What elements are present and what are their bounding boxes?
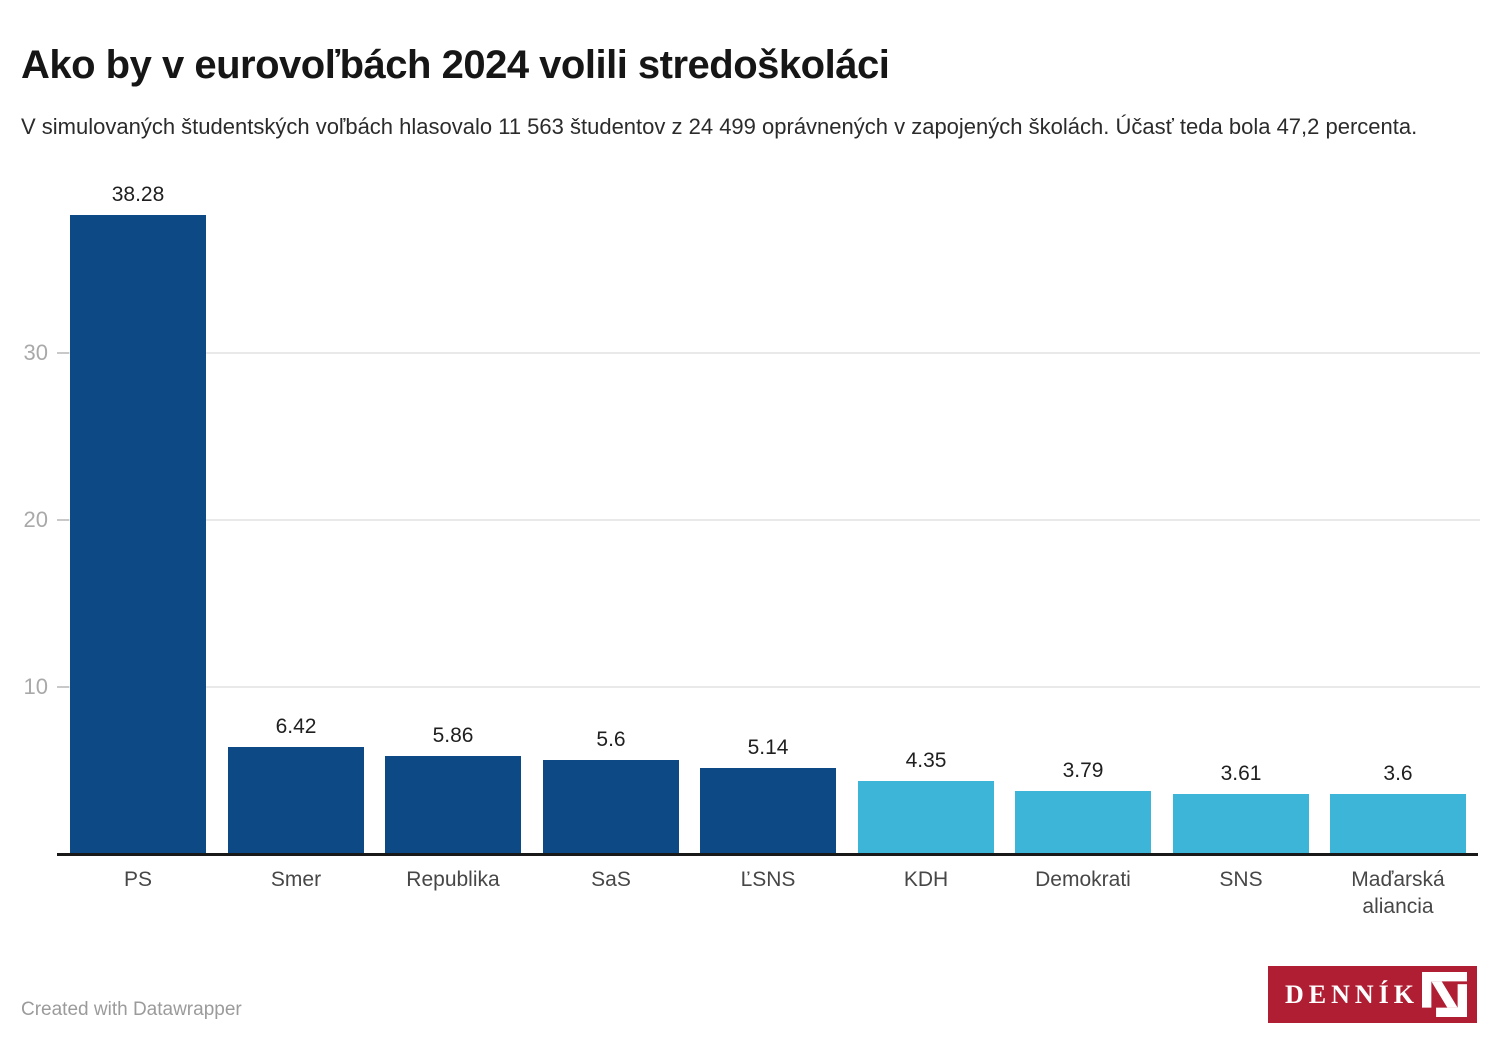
y-axis-tick-label: 10	[23, 674, 48, 699]
chart-subtitle: V simulovaných študentských voľbách hlas…	[21, 114, 1418, 139]
bar-demokrati	[1015, 791, 1151, 854]
bar-sas	[543, 760, 679, 854]
bar-republika	[385, 756, 521, 854]
y-axis-tick	[57, 686, 69, 688]
dennik-n-logo-icon	[1422, 972, 1467, 1017]
x-axis-category-label: SaS	[591, 868, 631, 891]
bar-ps	[70, 215, 206, 854]
datawrapper-credit: Created with Datawrapper	[21, 999, 242, 1020]
bar-value-label: 5.14	[747, 736, 789, 759]
x-axis-category-label: Demokrati	[1035, 868, 1131, 891]
x-axis-baseline	[57, 853, 1478, 856]
bar-sns	[1173, 794, 1309, 854]
y-gridline	[69, 686, 1480, 688]
bar-value-label: 4.35	[905, 749, 947, 772]
bar-ľsns	[700, 768, 836, 854]
x-axis-category-label: Republika	[406, 868, 500, 891]
y-gridline	[69, 352, 1480, 354]
bar-kdh	[858, 781, 994, 854]
bar-maďarská-aliancia	[1330, 794, 1466, 854]
x-axis-category-label: ĽSNS	[740, 868, 796, 891]
x-axis-category-label: PS	[123, 868, 152, 891]
bar-smer	[228, 747, 364, 854]
dennik-n-logo-text: DENNÍK	[1285, 979, 1420, 1009]
bar-value-label: 3.61	[1220, 762, 1262, 785]
bar-value-label: 3.6	[1383, 762, 1413, 785]
y-gridline	[69, 519, 1480, 521]
x-axis-category-label: KDH	[903, 868, 949, 891]
y-axis-tick-label: 20	[23, 507, 48, 532]
y-axis-tick-label: 30	[23, 340, 48, 365]
dennik-n-logo: DENNÍK	[1268, 966, 1477, 1023]
bar-value-label: 38.28	[111, 183, 165, 206]
x-axis-category-label: Smer	[270, 868, 322, 891]
y-axis-tick	[57, 352, 69, 354]
x-axis-category-label: Maďarská aliancia	[1351, 868, 1445, 918]
x-axis-category-label: SNS	[1219, 868, 1263, 891]
y-axis-tick	[57, 519, 69, 521]
bar-value-label: 5.6	[596, 728, 626, 751]
bar-value-label: 6.42	[275, 715, 317, 738]
bar-value-label: 3.79	[1062, 759, 1104, 782]
bar-value-label: 5.86	[432, 724, 474, 747]
chart-title: Ako by v eurovoľbách 2024 volili stredoš…	[21, 42, 890, 87]
